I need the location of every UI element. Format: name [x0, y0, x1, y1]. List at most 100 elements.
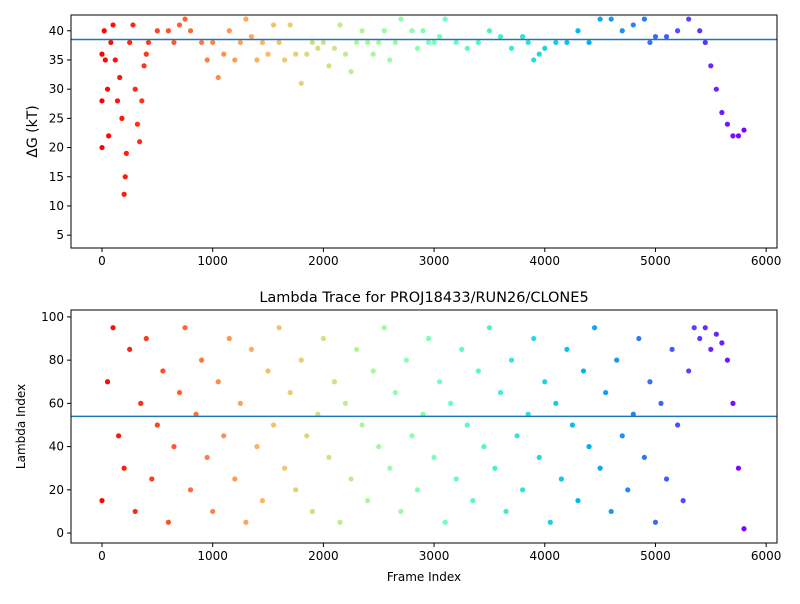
- point: [508, 45, 515, 51]
- point: [553, 39, 559, 46]
- point: [741, 526, 747, 532]
- point: [475, 368, 481, 374]
- point: [403, 357, 409, 363]
- point: [503, 508, 509, 515]
- point: [122, 174, 128, 180]
- point: [531, 57, 537, 63]
- point: [531, 335, 537, 342]
- point: [145, 39, 152, 46]
- x-tick-label: 1000: [197, 549, 228, 563]
- point: [137, 139, 143, 145]
- point: [730, 133, 736, 139]
- point: [309, 39, 315, 46]
- point: [630, 22, 636, 28]
- point: [481, 444, 487, 450]
- y-tick-label: 80: [49, 353, 64, 367]
- point: [536, 51, 542, 57]
- point: [525, 411, 531, 417]
- point: [464, 45, 470, 51]
- point: [586, 444, 592, 450]
- point: [182, 325, 188, 331]
- point: [315, 45, 321, 51]
- point: [204, 57, 210, 63]
- point: [470, 498, 476, 504]
- point: [348, 69, 354, 75]
- point: [132, 86, 138, 92]
- point: [619, 433, 625, 439]
- point: [127, 346, 133, 352]
- x-tick-label: 1000: [197, 254, 228, 268]
- point: [226, 335, 232, 342]
- point: [641, 16, 647, 22]
- point: [119, 115, 125, 121]
- y-tick-label: 15: [49, 170, 64, 184]
- point: [625, 487, 631, 493]
- point: [141, 63, 147, 69]
- point: [154, 422, 160, 428]
- point: [353, 39, 360, 46]
- point: [453, 476, 459, 482]
- point: [702, 39, 708, 46]
- point: [398, 16, 404, 22]
- point: [647, 379, 653, 385]
- point: [293, 487, 299, 493]
- point: [114, 98, 121, 104]
- point: [337, 519, 343, 525]
- point: [453, 39, 459, 46]
- point: [187, 487, 194, 493]
- point: [475, 39, 481, 46]
- point: [215, 379, 221, 385]
- x-tick-label: 6000: [751, 549, 782, 563]
- point: [259, 498, 266, 504]
- point: [99, 144, 105, 151]
- x-tick-label: 2000: [308, 254, 339, 268]
- point: [215, 74, 221, 81]
- point: [437, 34, 443, 40]
- point: [680, 498, 686, 504]
- point: [298, 357, 304, 363]
- point: [674, 28, 681, 34]
- point: [101, 28, 107, 34]
- y-tick-label: 35: [49, 53, 64, 67]
- point: [697, 335, 703, 342]
- y-tick-label: 20: [49, 483, 64, 497]
- point: [130, 22, 136, 28]
- point: [580, 368, 587, 374]
- point: [210, 39, 216, 46]
- point: [392, 39, 398, 46]
- point: [110, 22, 116, 28]
- point: [536, 454, 542, 461]
- point: [276, 325, 282, 331]
- point: [331, 379, 338, 385]
- point: [448, 400, 454, 406]
- point: [597, 16, 603, 22]
- point: [564, 39, 570, 46]
- y-tick-label: 10: [49, 199, 64, 213]
- point: [309, 508, 315, 515]
- point: [160, 368, 166, 374]
- point: [608, 16, 614, 22]
- point: [658, 400, 664, 406]
- point: [398, 508, 404, 515]
- point: [387, 57, 393, 63]
- point: [464, 422, 470, 428]
- point: [204, 454, 210, 461]
- point: [708, 346, 714, 352]
- point: [520, 487, 526, 493]
- point: [442, 519, 448, 525]
- x-tick-label: 5000: [640, 549, 671, 563]
- point: [486, 325, 493, 331]
- y-axis-label: ΔG (kT): [25, 105, 41, 157]
- point: [719, 340, 725, 346]
- point: [730, 400, 736, 406]
- y-tick-label: 40: [49, 24, 64, 38]
- point: [365, 39, 371, 46]
- point: [171, 39, 177, 46]
- point: [641, 454, 647, 461]
- point: [104, 379, 111, 385]
- point: [630, 411, 636, 417]
- point: [508, 357, 515, 363]
- axes-frame: [70, 309, 778, 544]
- point: [387, 465, 393, 471]
- point: [663, 476, 670, 482]
